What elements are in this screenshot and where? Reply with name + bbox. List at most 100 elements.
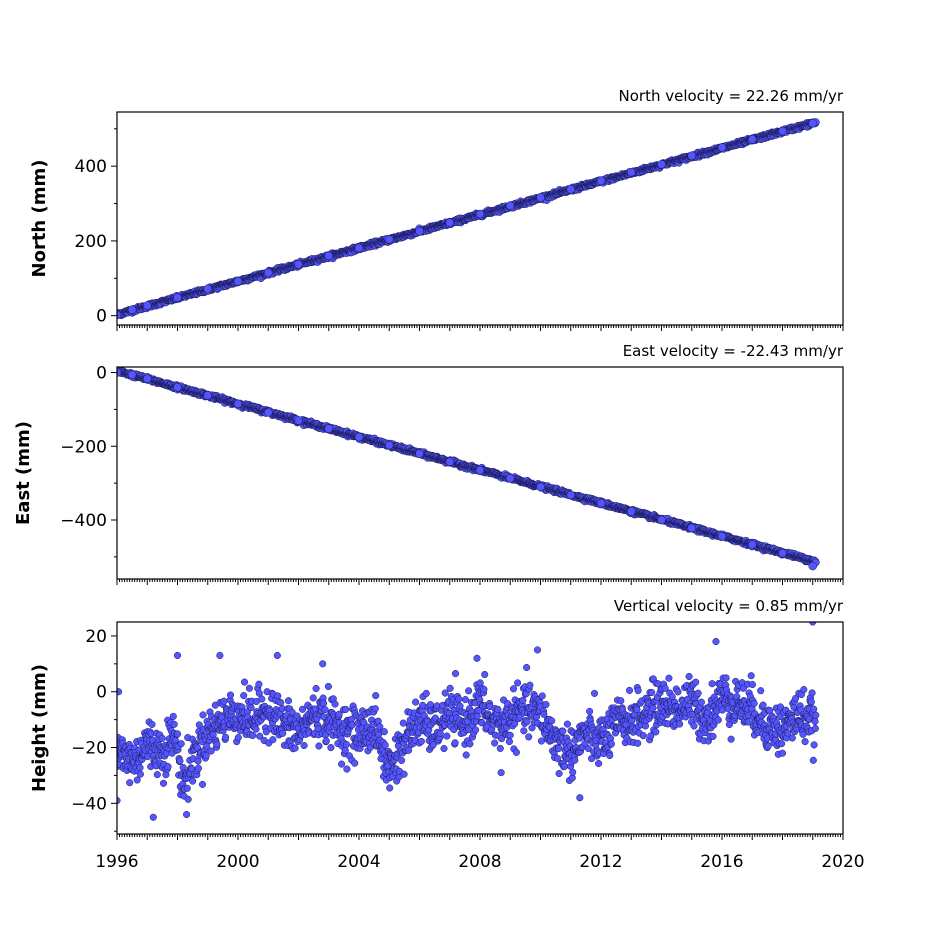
height-point-872 [472,726,480,734]
height-scatter-points [117,622,820,821]
height-point-628 [371,705,379,713]
east-point-1719 [657,515,666,525]
north-point-1704 [203,284,212,294]
height-point-894 [481,670,489,679]
height-point-276 [226,691,235,699]
east-ytick-label-2: −400 [60,511,107,531]
height-point-786 [436,729,444,737]
height-point-308 [240,692,248,700]
height-point-740 [417,737,425,745]
height-point-810 [446,684,454,692]
north-point-1719 [657,160,666,169]
height-point-692 [398,756,406,764]
east-point-1706 [264,408,273,417]
height-point-484 [312,684,320,693]
height-point-650 [380,728,388,736]
height-point-417 [284,697,293,705]
height-point-173 [184,795,192,803]
east-panel: 0 −200 −400 East velocity = -22.43 mm/yr Eas… [13,342,844,585]
height-point-509 [322,737,330,745]
east-point-1712 [445,457,454,467]
height-point-295 [234,734,242,742]
height-point-347 [256,732,264,740]
north-point-1717 [596,176,606,186]
east-point-1722 [748,540,757,549]
height-point-198 [194,764,202,772]
height-point-698 [400,770,408,778]
east-point-1713 [475,465,485,475]
height-point-530 [331,700,339,708]
height-point-847 [461,696,469,704]
north-point-1709 [354,243,364,253]
east-velocity-title: East velocity = -22.43 mm/yr [623,342,844,360]
height-point-932 [496,744,504,752]
height-point-433 [291,744,299,752]
height-point-798 [441,689,449,697]
height-point-520 [327,744,335,752]
height-point-506 [321,706,329,714]
east-point-1708 [324,424,333,433]
height-point-696 [399,719,407,727]
east-ylabel: East (mm) [13,421,34,525]
height-point-831 [455,695,463,703]
north-point-1723 [778,126,787,136]
height-point-229 [207,747,215,755]
height-point-555 [341,746,349,754]
height-point-502 [319,699,328,707]
height-point-559 [343,765,351,773]
north-point-1703 [173,293,182,302]
height-point-208 [198,780,207,788]
height-point-137 [169,712,177,720]
north-point-1711 [415,226,424,236]
east-point-1720 [687,523,696,533]
north-point-1721 [717,143,727,152]
height-point-556 [342,705,350,713]
east-point-1711 [415,449,424,458]
north-point-1705 [233,277,243,286]
height-point-31 [126,779,134,787]
height-point-426 [288,708,296,716]
north-ytick-label-2: 400 [75,157,107,177]
east-point-1714 [506,474,515,483]
east-point-1705 [233,399,243,409]
height-point-156 [177,740,185,748]
height-point-876 [473,712,481,720]
height-point-795 [440,745,448,753]
height-point-774 [431,714,439,722]
height-point-935 [498,735,506,743]
north-point-1724 [808,118,817,128]
height-point-823 [451,670,460,678]
height-point-926 [494,705,502,713]
height-point-663 [386,784,394,792]
north-ytick-label-0: 0 [96,307,107,327]
east-point-1703 [173,383,182,392]
height-point-57 [136,770,144,778]
height-point-455 [300,741,308,750]
north-point-1707 [294,260,303,269]
north-velocity-title: North velocity = 22.26 mm/yr [619,87,844,105]
height-point-451 [298,705,307,713]
height-point-85 [148,720,156,728]
height-point-379 [269,736,277,744]
height-point-171 [183,784,191,792]
height-point-218 [203,742,211,750]
north-point-1701 [127,305,137,314]
height-point-849 [462,751,470,759]
east-point-1723 [778,548,787,558]
height-point-540 [335,710,343,718]
north-point-1714 [506,201,515,211]
height-point-514 [324,682,332,691]
height-point-110 [158,734,166,742]
height-point-892 [480,685,488,693]
height-point-858 [466,740,474,748]
east-point-1718 [627,507,636,516]
height-point-822 [451,739,459,747]
height-point-124 [164,763,172,771]
east-point-1716 [566,490,575,500]
height-point-491 [315,742,323,750]
north-scatter-points [117,118,820,320]
height-point-139 [170,720,178,728]
height-point-752 [422,689,430,697]
height-point-330 [249,731,257,740]
